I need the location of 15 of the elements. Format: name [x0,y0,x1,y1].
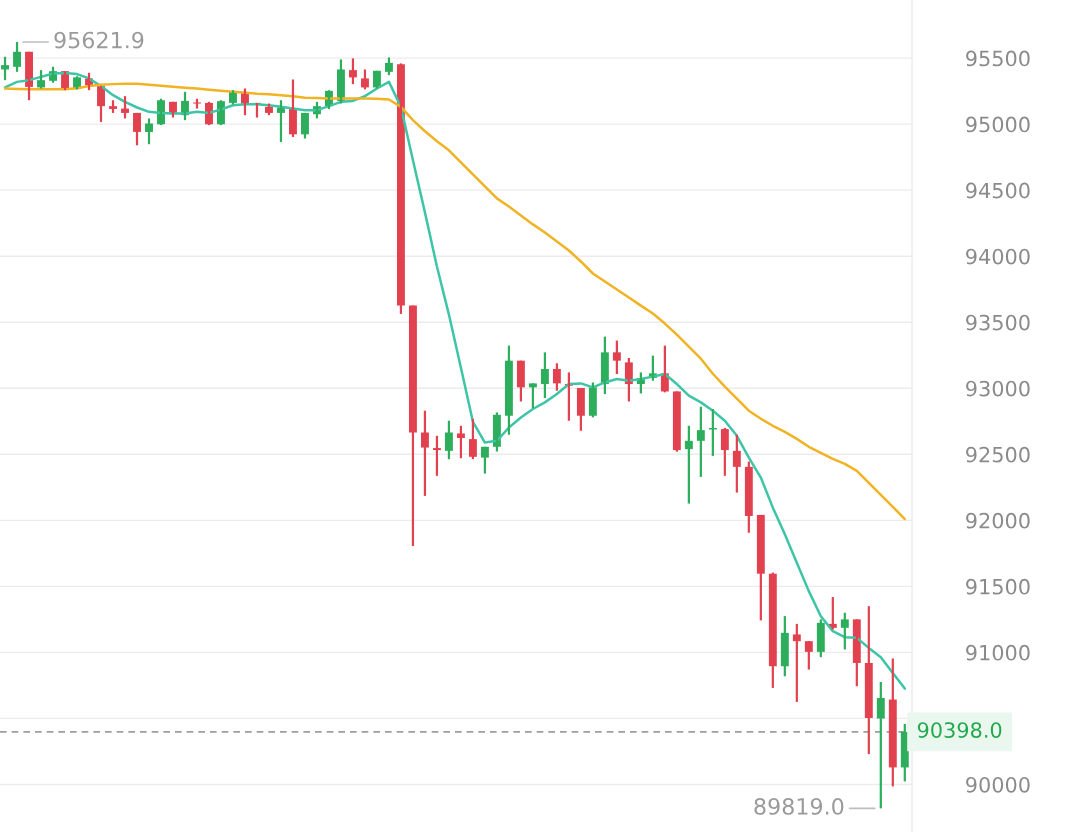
y-tick-label: 91500 [966,578,1030,595]
y-tick-label: 90000 [966,776,1030,793]
y-tick-label: 92000 [966,512,1030,529]
y-tick-label: 94500 [966,182,1030,199]
y-tick-label: 93500 [966,314,1030,331]
y-tick-label: 95000 [966,116,1030,133]
annotation: 89819.0 [754,798,844,815]
annotation: 95621.9 [54,31,144,49]
y-tick-label: 95500 [966,50,1030,67]
y-tick-label: 91000 [966,644,1030,661]
y-tick-label: 94000 [966,248,1030,265]
y-tick-label: 92500 [966,446,1030,463]
candlestick [193,97,201,110]
y-tick-label: 93000 [966,380,1030,397]
ref-line-label: 90398.0 [917,722,1002,738]
